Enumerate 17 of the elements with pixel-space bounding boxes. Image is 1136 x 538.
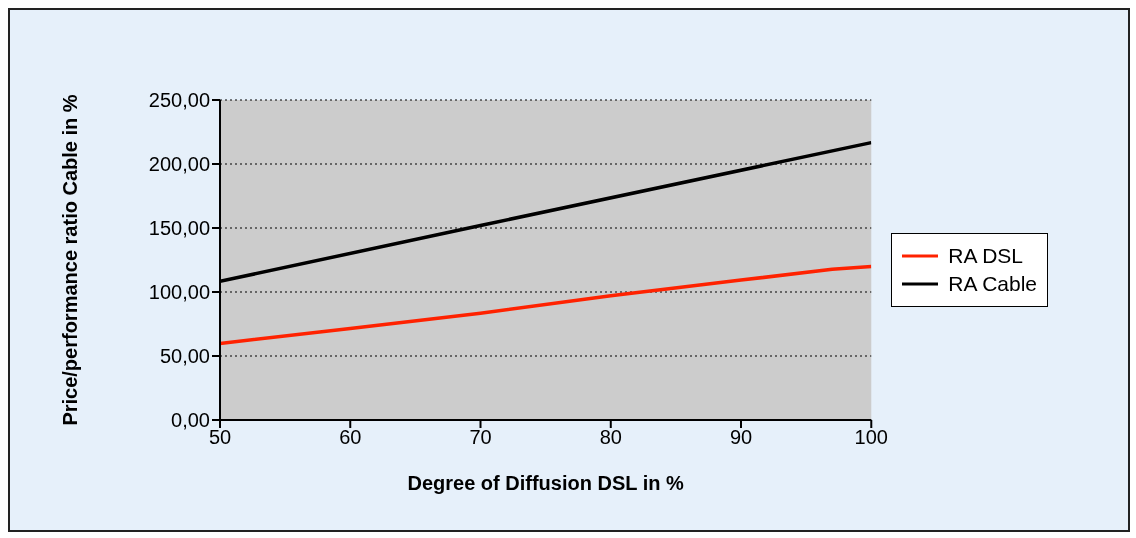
x-tick-label: 70 (469, 426, 492, 449)
x-tick-label: 50 (208, 426, 232, 449)
x-axis-title: Degree of Diffusion DSL in % (407, 472, 685, 494)
y-tick-label: 150,00 (148, 217, 210, 240)
y-tick-label: 50,00 (159, 345, 210, 368)
y-tick-label: 0,00 (171, 409, 210, 432)
y-tick-label: 100,00 (148, 281, 210, 304)
x-tick-label: 100 (854, 426, 888, 449)
y-tick-label: 200,00 (148, 153, 210, 176)
legend-label: RA Cable (948, 272, 1037, 296)
x-tick-label: 60 (339, 426, 362, 449)
x-tick-label: 80 (599, 426, 622, 449)
legend-label: RA DSL (948, 244, 1023, 268)
line-series (220, 264, 872, 346)
x-tick-label: 90 (729, 426, 753, 449)
y-tick-label: 250,00 (148, 89, 210, 112)
y-axis-title: Price/performance ratio Cable in % (59, 94, 82, 426)
